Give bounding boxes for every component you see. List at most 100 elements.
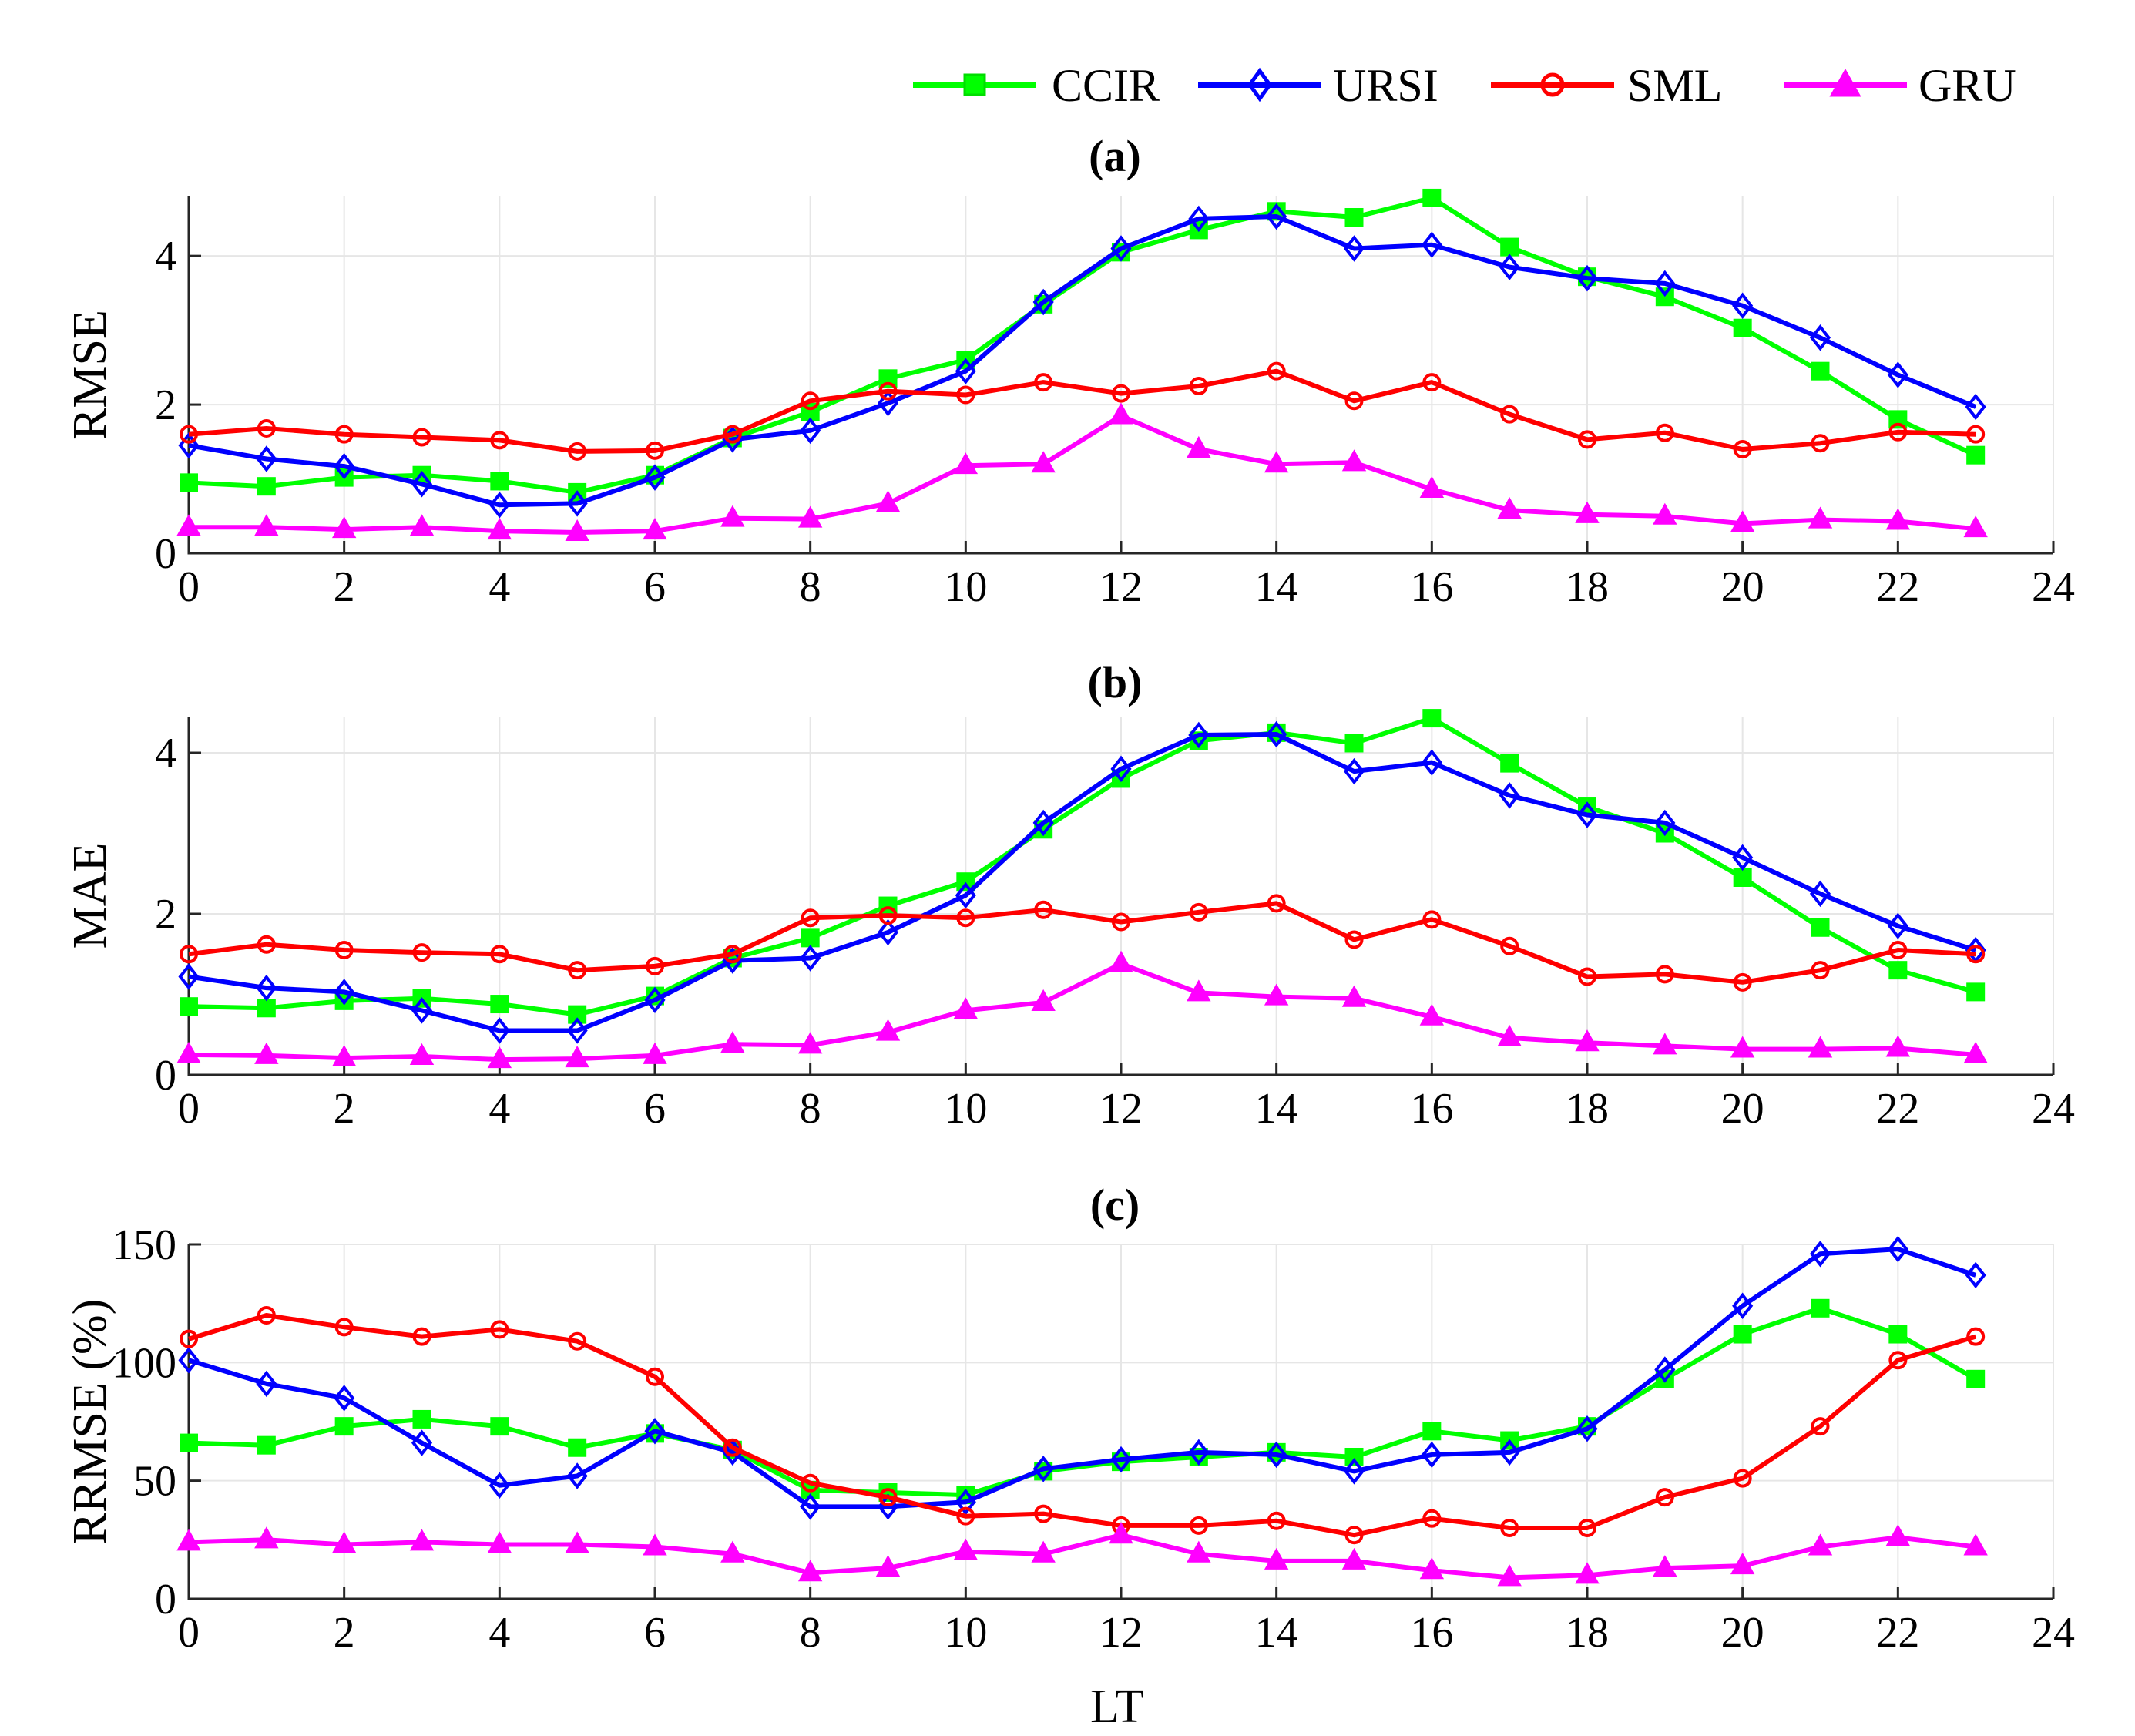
point-ccir: [1966, 982, 1986, 1002]
point-ccir: [801, 928, 820, 948]
point-gru: [1341, 985, 1367, 1007]
point-gru: [875, 1019, 901, 1041]
point-gru: [1730, 1036, 1755, 1058]
x-tick-label: 22: [1876, 1085, 1919, 1133]
point-ccir: [1966, 445, 1986, 465]
point-gru: [1497, 1564, 1522, 1587]
point-sml: [180, 425, 198, 444]
x-tick-label: 24: [2032, 1609, 2075, 1657]
x-tick-label: 2: [334, 1609, 355, 1657]
y-tick-label: 2: [155, 891, 176, 939]
point-sml: [723, 1438, 742, 1457]
line-ccir: [188, 1305, 1977, 1498]
point-ursi: [1809, 1241, 1831, 1268]
point-gru: [254, 1526, 279, 1549]
point-ursi: [1110, 1446, 1132, 1473]
x-tick-label: 10: [944, 563, 987, 611]
x-tick-label: 12: [1099, 1609, 1143, 1657]
point-ursi: [1654, 1356, 1676, 1383]
point-ursi: [1266, 1441, 1287, 1469]
point-gru: [1963, 515, 1988, 538]
point-sml: [1112, 912, 1130, 932]
point-ursi: [1965, 1261, 1986, 1289]
point-sml: [568, 442, 587, 461]
point-ursi: [1732, 1292, 1754, 1319]
point-sml: [956, 908, 975, 928]
point-ursi: [1732, 844, 1754, 871]
point-ursi: [1421, 749, 1442, 776]
point-ccir: [1733, 318, 1752, 337]
point-ursi: [488, 492, 510, 519]
x-tick-label: 8: [800, 563, 821, 611]
point-ursi: [256, 1370, 277, 1398]
x-tick-label: 4: [488, 1609, 510, 1657]
point-gru: [1885, 1035, 1911, 1057]
y-tick-label: 50: [133, 1458, 176, 1506]
point-sml: [334, 425, 354, 444]
y-tick-label: 150: [112, 1221, 176, 1269]
point-gru: [1653, 1033, 1677, 1055]
point-sml: [1888, 941, 1908, 960]
point-sml: [1344, 1526, 1364, 1545]
point-sml: [490, 1320, 509, 1339]
point-ccir: [1966, 1369, 1986, 1388]
point-sml: [1888, 1351, 1908, 1370]
point-ursi: [411, 997, 433, 1024]
legend-item-ccir: CCIR: [913, 60, 1160, 111]
point-ursi: [1188, 721, 1210, 749]
legend-label-sml: SML: [1627, 60, 1722, 111]
series-sml-rmse: [180, 361, 1986, 461]
point-ursi: [488, 1017, 510, 1044]
point-ccir: [1733, 868, 1752, 887]
point-gru: [409, 1043, 435, 1065]
x-tick-label: 20: [1721, 1609, 1764, 1657]
legend-marker-ccir: [963, 73, 986, 96]
point-gru: [1109, 950, 1133, 972]
line-ccir: [188, 195, 1977, 495]
point-ursi: [800, 945, 821, 972]
y-tick-label: 0: [155, 1576, 176, 1624]
series-ccir-rmse: [180, 188, 1986, 502]
legend-item-gru: GRU: [1784, 60, 2016, 111]
y-tick-label: 2: [155, 381, 176, 429]
point-ccir: [1422, 188, 1442, 207]
point-sml: [568, 961, 587, 980]
x-tick-label: 20: [1721, 563, 1764, 611]
point-gru: [1187, 979, 1211, 1002]
point-sml: [1344, 930, 1364, 949]
point-ursi: [877, 918, 899, 946]
point-ccir: [1500, 237, 1519, 257]
point-gru: [331, 1045, 357, 1067]
point-ursi: [1576, 801, 1598, 828]
point-ursi: [566, 1017, 588, 1044]
point-ursi: [488, 1472, 510, 1499]
point-sml: [956, 385, 975, 405]
point-gru: [176, 1041, 201, 1063]
point-ursi: [1499, 1439, 1520, 1466]
point-ccir: [1422, 709, 1442, 728]
point-ursi: [644, 986, 666, 1014]
line-ursi: [188, 1247, 1977, 1509]
point-gru: [1963, 1533, 1988, 1556]
point-ursi: [1887, 1235, 1908, 1263]
point-ccir: [1344, 208, 1364, 227]
x-tick-label: 8: [800, 1609, 821, 1657]
point-ursi: [1421, 231, 1442, 258]
y-axis-title-mae: MAE: [64, 843, 116, 949]
point-sml: [1733, 972, 1752, 992]
point-ursi: [1809, 880, 1831, 908]
point-gru: [1808, 506, 1833, 529]
x-tick-label: 6: [644, 1085, 666, 1133]
point-sml: [1189, 1516, 1208, 1535]
point-sml: [1267, 894, 1286, 913]
point-sml: [878, 906, 898, 925]
point-gru: [409, 1529, 435, 1551]
point-sml: [412, 1327, 431, 1346]
series-ursi-rrmse: [178, 1235, 1986, 1520]
point-ursi: [1266, 720, 1287, 748]
point-sml: [334, 941, 354, 960]
point-ccir: [1733, 1325, 1752, 1344]
